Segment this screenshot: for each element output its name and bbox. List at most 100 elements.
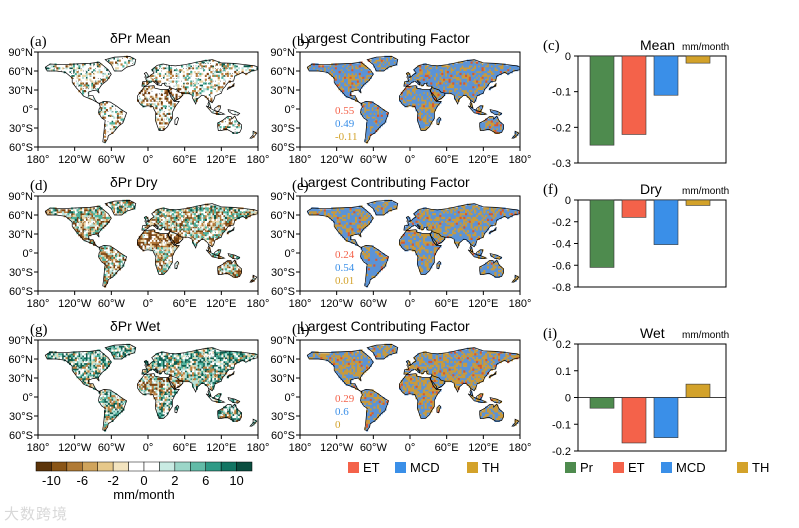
lat-tick-label: 0° [22, 248, 33, 260]
bar-th [685, 383, 711, 398]
lon-tick-label: 120°E [206, 442, 236, 454]
lat-tick-label: 30°N [270, 85, 295, 97]
colorbar-zero-label: 0 [140, 473, 147, 488]
lat-tick-label: 60°S [271, 142, 295, 154]
bar-pr [589, 199, 615, 268]
y-tick-label: 0 [565, 51, 571, 63]
panel-label: (i) [543, 326, 557, 342]
coastline-south-america [360, 389, 390, 432]
legend-swatch-th [467, 462, 478, 473]
y-tick-label: -0.8 [552, 282, 571, 294]
lon-tick-label: 180° [27, 298, 50, 310]
legend-label-mcd: MCD [676, 460, 706, 475]
y-tick-label: -0.6 [552, 260, 571, 272]
lon-tick-label: 120°W [320, 298, 354, 310]
y-tick-label: -0.1 [552, 419, 571, 431]
coastline-greenland [104, 200, 137, 216]
lat-tick-label: 60°S [9, 142, 33, 154]
coastline-japan [488, 226, 497, 235]
lat-tick-label: 60°S [271, 430, 295, 442]
chart-title: Wet [640, 325, 665, 341]
colorbar-swatch [97, 461, 114, 472]
lon-tick-label: 180° [509, 442, 532, 454]
legend-swatch-pr [565, 462, 576, 473]
lat-tick-label: 30°S [9, 267, 33, 279]
coastline-indonesia [205, 105, 226, 116]
panel-title: δPr Dry [110, 174, 157, 190]
lat-tick-label: 60°N [270, 354, 295, 366]
bar-et [621, 397, 647, 444]
colorbar-swatch [190, 461, 206, 472]
lon-tick-label: 60°W [360, 298, 388, 310]
lon-tick-label: 120°E [468, 298, 498, 310]
coastline-greenland [104, 344, 137, 360]
lon-tick-label: 60°W [98, 442, 126, 454]
lat-tick-label: 60°N [8, 210, 33, 222]
lon-tick-label: 120°W [320, 442, 354, 454]
legend-label-pr: Pr [580, 460, 594, 475]
colorbar-swatch [205, 461, 222, 472]
colorbar-swatch [174, 461, 191, 472]
land-cells [50, 343, 257, 422]
colorbar-swatch [220, 461, 237, 472]
lat-tick-label: 90°N [270, 47, 295, 59]
lon-tick-label: 60°E [173, 298, 197, 310]
stat-mcd: 0.6 [335, 406, 349, 418]
chart-title: Mean [640, 37, 675, 53]
coastline-arabia-link [167, 231, 184, 246]
map-panel-d: (d) δPr Dry 180° 120°W 60°W 0° 60°E 120°E 180° 90… [8, 174, 269, 310]
coastline-britain [405, 215, 412, 222]
legend-swatch-mcd [395, 462, 406, 473]
coastline-arabia-link [429, 375, 446, 390]
coastline-madagascar [436, 116, 441, 126]
coastline-japan [226, 82, 235, 91]
chart-unit: mm/month [682, 186, 729, 197]
panel-label: (h) [292, 322, 310, 338]
legend-label-th: TH [482, 460, 499, 475]
coastline-africa [399, 229, 442, 275]
coastline-new-zealand [249, 130, 258, 139]
coastline-australia [479, 403, 504, 422]
chart-title: Dry [640, 181, 662, 197]
coastline-japan [488, 370, 497, 379]
land-cells [47, 345, 255, 432]
coastline-japan [488, 82, 497, 91]
colorbar-tick-label: 6 [202, 473, 209, 488]
coastline-greenland [366, 200, 399, 216]
lon-tick-label: 180° [509, 154, 532, 166]
coastline-britain [143, 215, 150, 222]
y-tick-label: -0.1 [552, 87, 571, 99]
coastline-new-guinea [227, 253, 241, 260]
bar-mcd [653, 397, 679, 438]
lat-tick-label: 30°S [271, 411, 295, 423]
coastline-south-america [360, 101, 390, 144]
lat-tick-label: 60°N [270, 210, 295, 222]
lon-tick-label: 0° [143, 154, 154, 166]
stat-th: 0.01 [335, 275, 354, 287]
y-tick-label: 0.2 [556, 339, 571, 351]
legend-label-et: ET [628, 460, 645, 475]
lat-tick-label: 30°N [270, 373, 295, 385]
coastline-new-guinea [489, 109, 503, 116]
map-field [306, 343, 520, 432]
land-cells [307, 343, 519, 432]
legend-label-et: ET [363, 460, 380, 475]
legend-swatch-et [348, 462, 359, 473]
coastline-new-zealand [511, 274, 520, 283]
legend-swatch-mcd [661, 462, 672, 473]
lon-tick-label: 0° [143, 298, 154, 310]
panel-label: (a) [30, 34, 47, 50]
coastline-greenland [366, 344, 399, 360]
colorbar-swatch [35, 461, 52, 472]
coastline-new-guinea [489, 253, 503, 260]
bar-legend: Pr ET MCD TH [565, 460, 769, 475]
legend-swatch-th [737, 462, 748, 473]
lon-tick-label: 120°W [58, 442, 92, 454]
bar-th [685, 55, 711, 64]
lat-tick-label: 60°S [271, 286, 295, 298]
land-cells [50, 199, 246, 284]
lon-tick-label: 0° [405, 442, 416, 454]
coastline-south-america [98, 389, 128, 432]
coastline-north-america [306, 61, 374, 105]
coastline-madagascar [174, 116, 179, 126]
